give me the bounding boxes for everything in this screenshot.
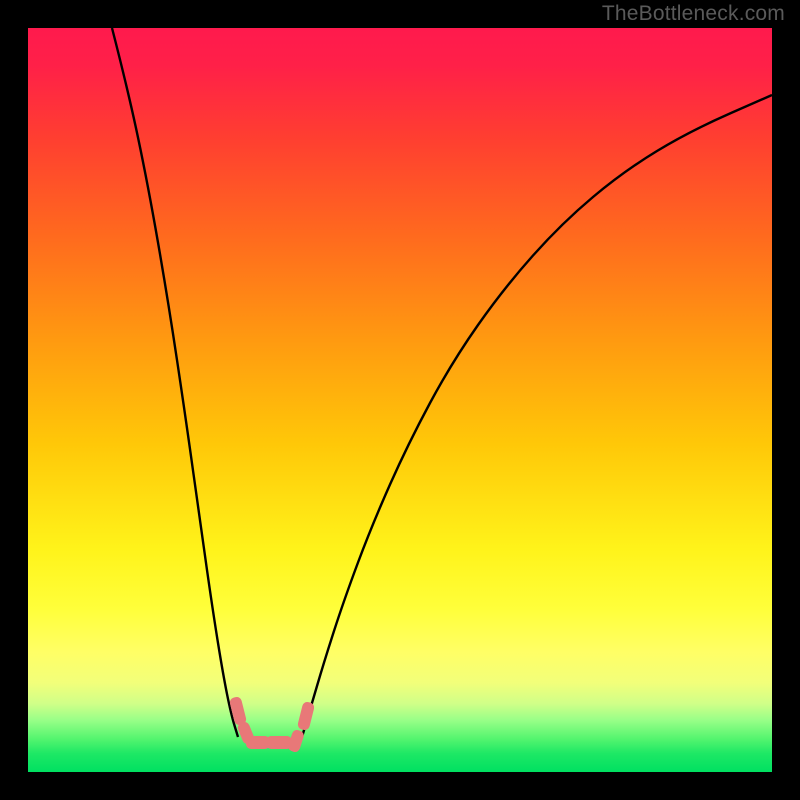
- bottom-marker: [266, 736, 292, 749]
- watermark-text: TheBottleneck.com: [602, 2, 785, 26]
- bottleneck-chart: [0, 0, 800, 800]
